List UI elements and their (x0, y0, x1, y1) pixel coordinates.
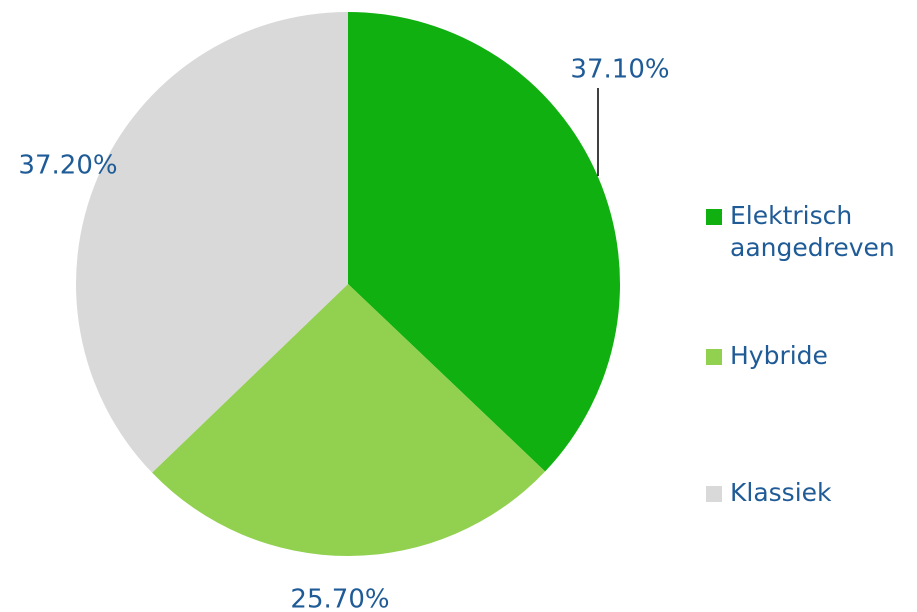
legend-label: Hybride (730, 341, 828, 370)
legend-item: Elektrisch aangedreven (706, 200, 910, 264)
pie-slice (348, 12, 620, 472)
legend-swatch (706, 209, 722, 225)
legend-label: Klassiek (730, 478, 832, 507)
legend-item: Klassiek (706, 477, 910, 509)
legend-item: Hybride (706, 340, 910, 372)
data-label: 25.70% (290, 585, 389, 612)
pie-slice (76, 12, 349, 473)
data-label: 37.10% (570, 55, 669, 85)
data-label: 37.20% (18, 151, 117, 181)
pie-slice (152, 284, 546, 556)
legend-label: Elektrisch aangedreven (730, 201, 895, 262)
legend-swatch (706, 349, 722, 365)
legend-swatch (706, 486, 722, 502)
